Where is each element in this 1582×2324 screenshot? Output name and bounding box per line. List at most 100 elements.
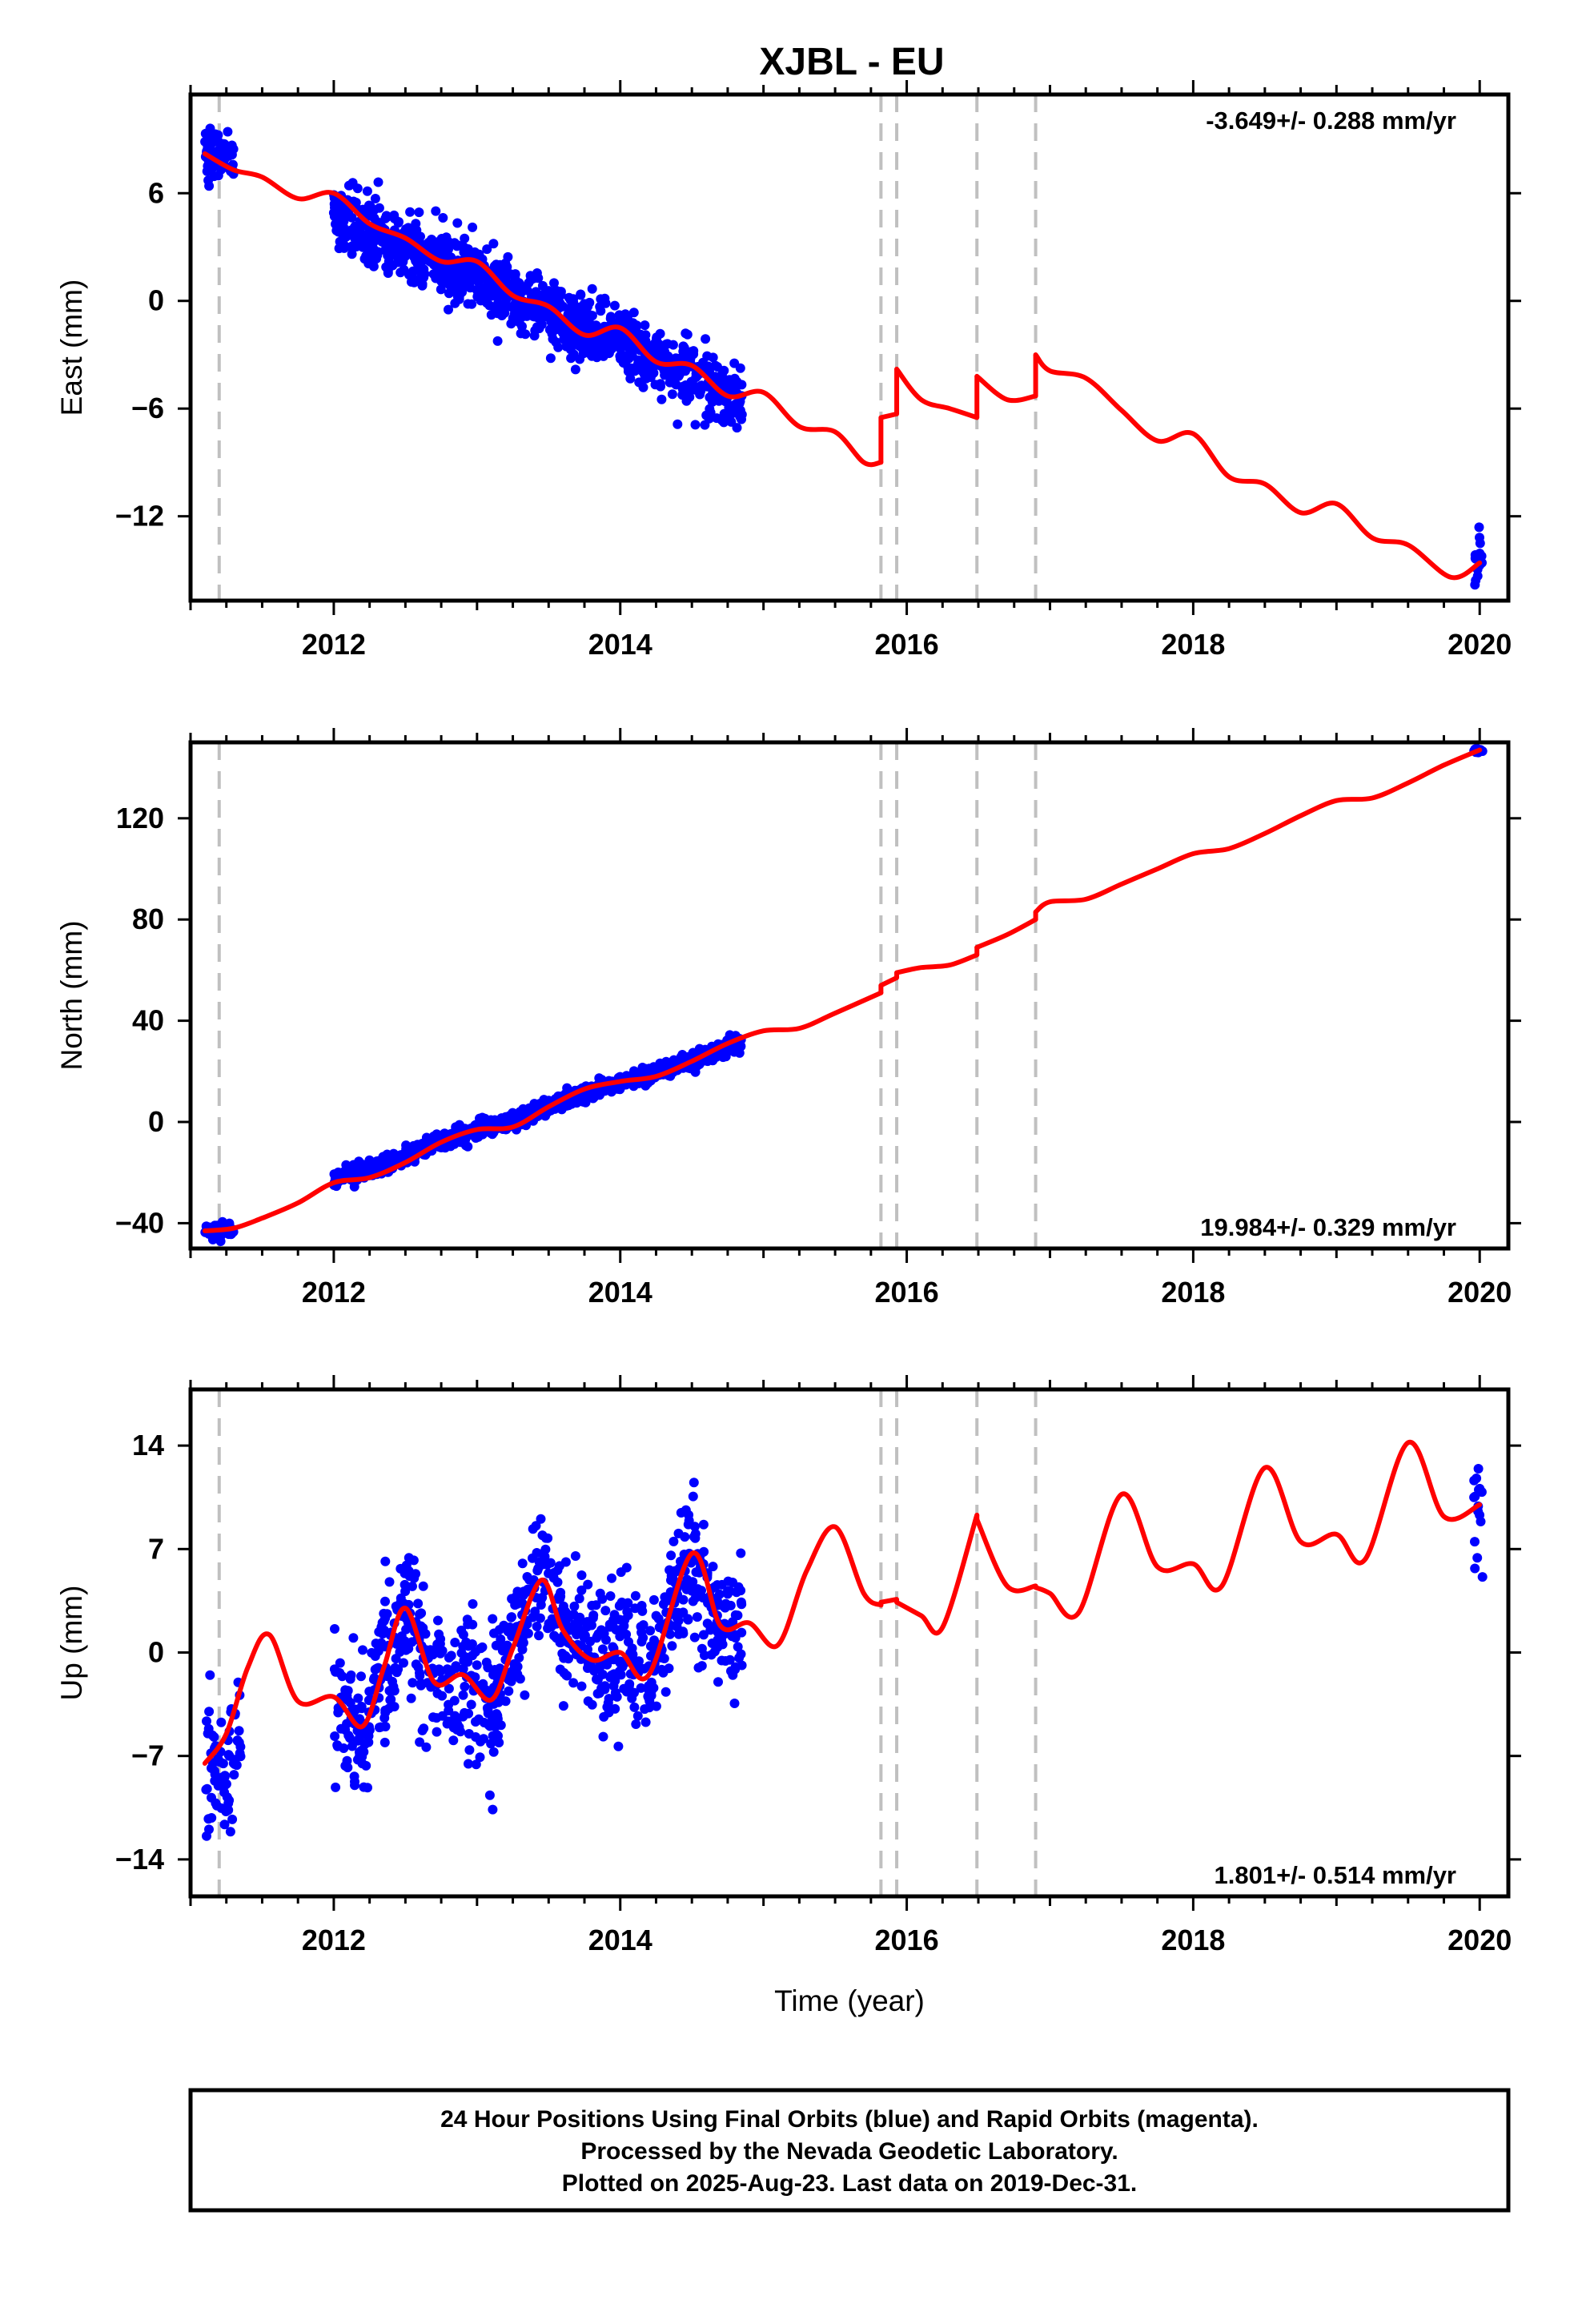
plot-area	[200, 742, 1488, 1248]
data-point-836	[681, 1505, 691, 1515]
data-point-1088	[377, 236, 387, 247]
data-point-931	[595, 1588, 605, 1598]
data-point-1131	[412, 1142, 422, 1152]
data-point-1000	[681, 380, 691, 390]
data-point-506	[362, 186, 372, 196]
rate-annotation: 19.984+/- 0.329 mm/yr	[1200, 1213, 1456, 1241]
data-point-989	[656, 381, 665, 392]
data-point-96	[373, 177, 383, 187]
data-point-975	[1472, 1474, 1482, 1483]
data-point-591	[479, 1734, 488, 1744]
data-point-992	[534, 324, 544, 334]
data-point-345	[329, 1664, 339, 1675]
data-point-937	[432, 1639, 443, 1650]
data-point-145	[605, 1591, 616, 1601]
data-point-786	[587, 283, 597, 294]
data-point-955	[514, 1653, 524, 1663]
data-point-697	[736, 1649, 746, 1659]
data-point-938	[504, 1686, 514, 1696]
data-point-1163	[613, 337, 624, 348]
data-point-244	[415, 1609, 424, 1619]
data-point-897	[669, 1536, 679, 1546]
data-point-504	[400, 1586, 411, 1597]
data-point-832	[450, 1638, 460, 1647]
data-point-981	[1475, 1483, 1485, 1494]
data-point-899	[580, 304, 589, 314]
data-point-929	[500, 1696, 511, 1707]
data-point-521	[619, 1621, 629, 1631]
y-tick-label: −14	[115, 1843, 164, 1876]
data-point-846	[583, 1644, 592, 1655]
data-point-960	[467, 299, 477, 309]
data-point-726	[389, 1686, 400, 1696]
y-tick-label: −7	[131, 1739, 164, 1772]
data-point-822	[599, 1711, 609, 1722]
data-point-1144	[597, 1086, 608, 1096]
data-point-745	[689, 1632, 700, 1642]
data-point-770	[389, 213, 400, 223]
data-point-59	[234, 1737, 244, 1747]
data-point-842	[452, 1719, 463, 1729]
data-point-55	[216, 1717, 227, 1727]
data-point-677	[665, 1629, 675, 1639]
data-point-1021	[452, 292, 463, 302]
data-point-942	[371, 1638, 381, 1649]
model-curve-segment-2	[894, 366, 980, 420]
data-point-63	[204, 1707, 215, 1717]
data-point-849	[600, 1606, 611, 1616]
data-point-991	[689, 349, 699, 360]
data-point-41	[223, 127, 233, 137]
data-point-781	[451, 1661, 461, 1671]
data-point-665	[615, 1658, 625, 1667]
data-point-696	[630, 1603, 640, 1614]
data-point-24	[219, 1771, 230, 1781]
x-tick-label: 2020	[1447, 1276, 1512, 1309]
model-curve-segment-0	[202, 990, 884, 1233]
data-point-515	[414, 207, 424, 218]
data-point-387	[456, 1648, 467, 1659]
data-point-1109	[660, 1059, 670, 1069]
data-point-968	[472, 1660, 482, 1671]
data-point-68	[216, 1803, 227, 1813]
data-point-691	[463, 1141, 473, 1152]
data-point-844	[399, 1658, 408, 1668]
data-point-807	[359, 235, 369, 244]
data-point-930	[488, 1614, 498, 1624]
data-point-962	[340, 211, 351, 221]
data-point-44	[204, 1824, 214, 1835]
y-tick-label: −40	[115, 1206, 164, 1239]
data-point-298	[460, 233, 470, 243]
data-point-105	[625, 373, 636, 384]
data-point-1076	[640, 320, 650, 331]
data-point-896	[705, 413, 714, 424]
data-point-1070	[329, 1169, 339, 1180]
data-point-714	[390, 1663, 400, 1673]
data-point-885	[736, 1548, 746, 1558]
data-point-874	[721, 1598, 731, 1609]
data-point-930	[616, 350, 627, 360]
data-point-646	[470, 1647, 480, 1657]
data-point-430	[428, 1712, 438, 1723]
data-point-889	[638, 1633, 648, 1643]
data-point-659	[656, 1664, 667, 1675]
data-point-1110	[461, 277, 471, 287]
data-point-189	[597, 1644, 608, 1655]
data-point-1142	[471, 1132, 480, 1143]
model-curve-segment-3	[974, 1517, 1038, 1594]
data-point-952	[404, 1643, 414, 1654]
data-point-1101	[349, 1181, 359, 1192]
data-point-690	[691, 1567, 701, 1578]
data-point-1137	[350, 224, 360, 235]
data-point-1101	[596, 306, 606, 316]
data-point-697	[545, 353, 556, 364]
data-point-943	[415, 1668, 424, 1678]
data-point-1157	[420, 1138, 431, 1148]
data-point-427	[383, 1703, 394, 1714]
data-point-1117	[352, 183, 363, 194]
data-point-790	[330, 1731, 340, 1741]
data-point-1026	[511, 1113, 521, 1124]
data-point-672	[568, 294, 579, 304]
data-point-984	[1469, 1492, 1480, 1502]
data-point-621	[552, 1577, 563, 1587]
data-point-37	[218, 1759, 228, 1769]
